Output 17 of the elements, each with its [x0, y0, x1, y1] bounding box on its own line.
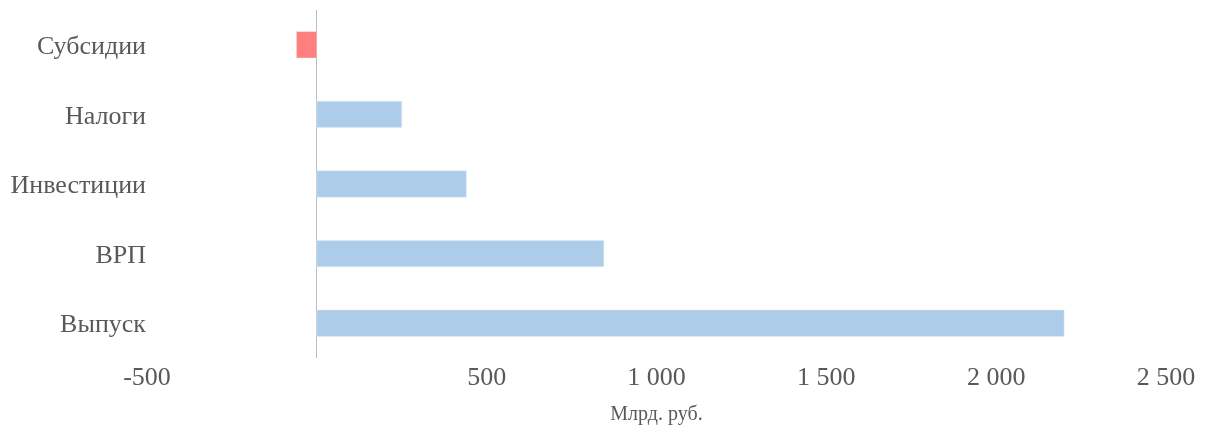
y-tick-label: Инвестиции	[10, 170, 147, 200]
bar	[316, 309, 1065, 337]
bar	[296, 31, 318, 59]
bar	[316, 240, 605, 268]
x-tick-label: 1 000	[627, 362, 686, 391]
x-axis-title: Млрд. руб.	[610, 401, 703, 425]
x-tick-label: 500	[467, 362, 507, 391]
y-tick-label: Выпуск	[60, 309, 147, 339]
bar	[316, 100, 402, 128]
y-tick-label: Субсидии	[36, 30, 147, 60]
y-tick-label: ВРП	[95, 239, 147, 269]
x-tick-label: -500	[123, 362, 171, 391]
bar	[316, 170, 467, 198]
x-tick-label: 2 000	[966, 362, 1026, 391]
x-tick-label: 1 500	[797, 362, 856, 391]
y-tick-label: Налоги	[64, 100, 147, 130]
x-tick-label: 2 500	[1136, 362, 1196, 391]
